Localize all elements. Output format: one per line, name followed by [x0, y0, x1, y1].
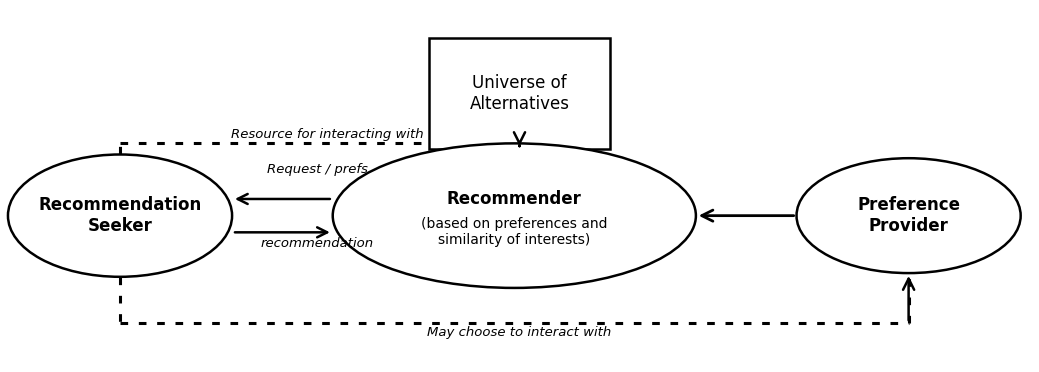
Text: Resource for interacting with: Resource for interacting with — [232, 128, 424, 141]
Text: recommendation: recommendation — [261, 237, 374, 250]
Text: Recommendation
Seeker: Recommendation Seeker — [38, 196, 202, 235]
Text: May choose to interact with: May choose to interact with — [427, 326, 612, 339]
Text: Universe of
Alternatives: Universe of Alternatives — [470, 74, 569, 113]
Text: Preference
Provider: Preference Provider — [857, 196, 960, 235]
Ellipse shape — [332, 143, 696, 288]
Text: Recommender: Recommender — [447, 190, 582, 208]
Text: Request / prefs: Request / prefs — [267, 163, 368, 176]
FancyBboxPatch shape — [429, 38, 610, 149]
Ellipse shape — [797, 158, 1020, 273]
Text: (based on preferences and
similarity of interests): (based on preferences and similarity of … — [421, 217, 608, 247]
Ellipse shape — [8, 154, 232, 277]
